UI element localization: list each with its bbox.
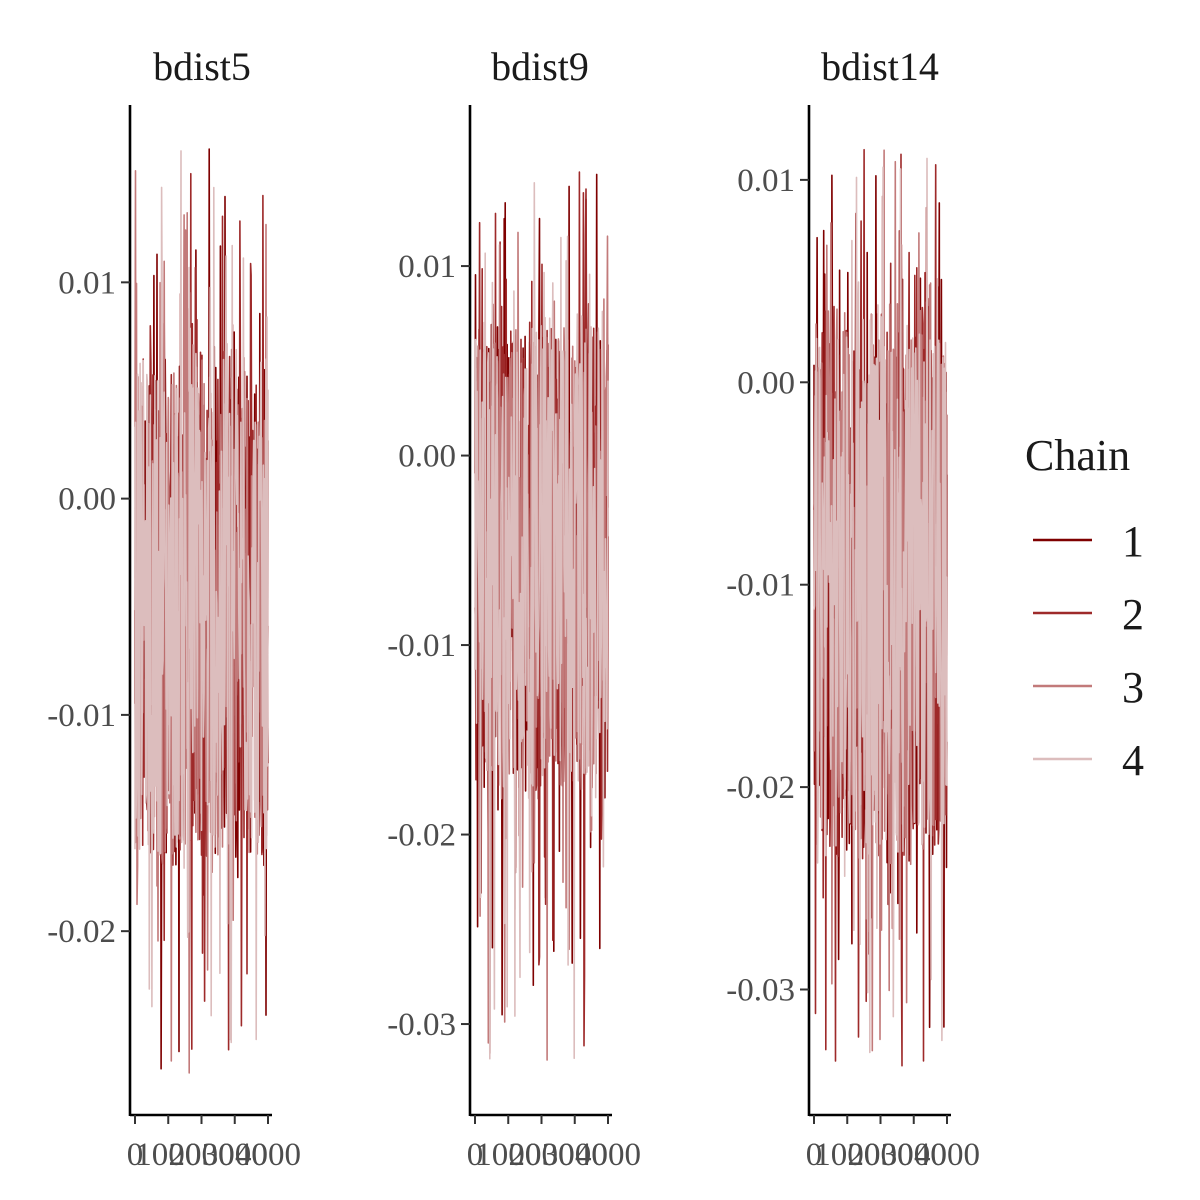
legend-label: 3 <box>1122 663 1144 712</box>
x-tick-label: 1000 <box>475 1137 541 1173</box>
legend-label: 2 <box>1122 590 1144 639</box>
panel-bdist14: bdist14 0.01 0.00 -0.01 -0.02 -0.03 0100020003… <box>726 44 980 1173</box>
x-tick-label: 3000 <box>202 1137 268 1173</box>
y-tick-label: -0.03 <box>387 1007 456 1043</box>
x-tick-label: 4000 <box>235 1137 301 1173</box>
y-tick-label: -0.01 <box>47 698 116 734</box>
x-tick-label: 0 <box>127 1137 144 1173</box>
x-tick-label: 0 <box>806 1137 823 1173</box>
x-tick-label: 3000 <box>881 1137 947 1173</box>
y-tick-label: 0.01 <box>737 163 795 199</box>
panel-title: bdist9 <box>491 44 589 89</box>
y-tick-label: 0.01 <box>398 249 456 285</box>
x-tick-label: 1000 <box>135 1137 201 1173</box>
legend-title: Chain <box>1025 431 1130 480</box>
y-tick-label: -0.02 <box>387 818 456 854</box>
y-tick-label: -0.03 <box>726 973 795 1009</box>
trace-line-chain-4 <box>813 157 948 1054</box>
x-tick-label: 0 <box>467 1137 484 1173</box>
y-tick-label: 0.00 <box>58 482 116 518</box>
y-tick-label: 0.00 <box>737 365 795 401</box>
legend: Chain 1 2 3 4 <box>1025 431 1144 785</box>
trace-line-chain-4 <box>134 150 269 1044</box>
legend-label: 1 <box>1122 517 1144 566</box>
trace-line-chain-4 <box>474 182 609 1060</box>
x-tick-label: 4000 <box>914 1137 980 1173</box>
x-tick-label: 2000 <box>848 1137 914 1173</box>
y-tick-label: -0.02 <box>726 770 795 806</box>
panels-layer: bdist50.010.00-0.01-0.020100020003000400… <box>47 44 980 1173</box>
panel-bdist9: bdist9 0.01 0.00 -0.01 -0.02 -0.03 01000200030… <box>387 44 641 1173</box>
x-tick-label: 4000 <box>575 1137 641 1173</box>
panel-bdist5: bdist5 0.01 0.00 -0.01 -0.02 0100020003000400… <box>47 44 301 1173</box>
y-tick-label: -0.01 <box>387 628 456 664</box>
panel-title: bdist5 <box>153 44 251 89</box>
x-tick-label: 1000 <box>814 1137 880 1173</box>
legend-label: 4 <box>1122 736 1144 785</box>
x-tick-label: 3000 <box>542 1137 608 1173</box>
x-tick-label: 2000 <box>169 1137 235 1173</box>
x-tick-label: 2000 <box>509 1137 575 1173</box>
y-tick-label: -0.02 <box>47 914 116 950</box>
y-tick-label: -0.01 <box>726 568 795 604</box>
panel-title: bdist14 <box>821 44 939 89</box>
y-tick-label: 0.00 <box>398 439 456 475</box>
y-tick-label: 0.01 <box>58 265 116 301</box>
